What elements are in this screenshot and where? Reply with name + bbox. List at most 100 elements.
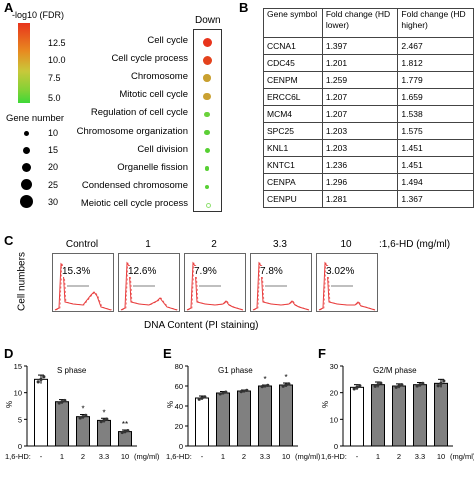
- term-dot: [204, 129, 210, 136]
- panel-b-label: B: [239, 0, 249, 15]
- table-row: KNTC1 1.236 1.451: [263, 156, 474, 174]
- significance-mark: *: [263, 375, 266, 384]
- flow-unit-label: :1,6-HD (mg/ml): [379, 239, 451, 250]
- chart-title: G1 phase: [218, 366, 253, 375]
- term-label: Meiotic cell cycle process: [80, 197, 188, 209]
- x-tick-label: 1: [221, 452, 225, 461]
- bar: [279, 384, 293, 447]
- x-axis-label: 1,6-HD:: [5, 452, 31, 461]
- flow-histogram-overlay: [253, 262, 311, 311]
- y-tick-label: 10: [330, 415, 338, 424]
- x-tick-label: 10: [121, 452, 129, 461]
- data-point: [373, 384, 377, 388]
- significance-mark: *: [284, 373, 287, 382]
- data-point: [379, 381, 383, 385]
- data-point: [266, 383, 270, 387]
- size-tick-4: 30: [48, 197, 59, 207]
- data-point: [415, 384, 419, 388]
- data-point: [203, 395, 207, 399]
- data-point: [418, 383, 422, 387]
- bar: [216, 392, 230, 447]
- y-tick-label: 0: [18, 442, 22, 451]
- dot-column-box: [193, 29, 222, 212]
- data-point: [126, 429, 130, 433]
- fdr-legend-title: -log10 (FDR): [12, 10, 65, 20]
- data-point: [442, 379, 446, 383]
- y-tick-label: 5: [18, 415, 22, 424]
- bar: [97, 419, 111, 447]
- size-dot-25: [21, 179, 32, 190]
- significance-mark: *: [102, 408, 105, 417]
- colorbar-tick-2: 7.5: [48, 73, 61, 83]
- size-tick-1: 15: [48, 145, 59, 155]
- flow-histogram-panel: [316, 253, 378, 312]
- flow-histogram-overlay: [187, 262, 245, 311]
- term-dot: [204, 166, 210, 171]
- bar: [195, 397, 209, 447]
- term-dot: [202, 37, 212, 47]
- significance-mark: **: [122, 420, 128, 429]
- x-tick-label: 3.3: [99, 452, 109, 461]
- data-point: [397, 384, 401, 388]
- y-tick-label: 30: [330, 362, 338, 371]
- size-dot-30: [20, 195, 33, 208]
- size-dot-15: [23, 147, 30, 154]
- x-tick-label: -: [356, 452, 359, 461]
- term-label: Chromosome organization: [76, 125, 188, 137]
- term-dot: [205, 203, 211, 209]
- x-tick-label: 3.3: [415, 452, 425, 461]
- chart-title: S phase: [57, 366, 87, 375]
- fold-higher-cell: 1.779: [397, 71, 474, 89]
- data-point: [284, 383, 288, 387]
- x-axis-label: 1,6-HD:: [166, 452, 192, 461]
- fold-higher-cell: 1.367: [397, 190, 474, 208]
- x-unit-label: (mg/ml): [295, 452, 321, 461]
- y-tick-label: 20: [330, 389, 338, 398]
- bar: [434, 382, 448, 447]
- data-point: [57, 401, 61, 405]
- term-label: Mitotic cell cycle: [119, 89, 188, 101]
- data-point: [123, 430, 127, 434]
- term-dot: [202, 55, 212, 65]
- size-tick-0: 10: [48, 128, 59, 138]
- gene-symbol-cell: CDC45: [263, 54, 323, 72]
- x-tick-label: 10: [437, 452, 445, 461]
- data-point: [281, 384, 285, 388]
- flow-condition-label: Control: [65, 239, 99, 250]
- bar: [371, 384, 385, 447]
- term-dot: [203, 74, 211, 82]
- x-tick-label: 1: [60, 452, 64, 461]
- panel-e-label: E: [163, 346, 172, 361]
- bar: [258, 385, 272, 447]
- size-dot-10: [24, 131, 29, 136]
- flow-histogram-panel: [250, 253, 312, 312]
- flow-percentage: 7.8%: [260, 266, 283, 277]
- y-axis-label: %: [166, 401, 175, 408]
- data-point: [260, 385, 264, 389]
- x-tick-label: 2: [242, 452, 246, 461]
- data-point: [352, 387, 356, 391]
- fold-change-table: Gene symbol Fold change (HD lower) Fold …: [263, 8, 474, 208]
- data-point: [421, 381, 425, 385]
- data-point: [218, 392, 222, 396]
- data-point: [120, 430, 124, 435]
- data-point: [439, 381, 443, 385]
- flow-histogram-panel: [184, 253, 246, 312]
- table-row: KNL1 1.203 1.451: [263, 139, 474, 157]
- significance-mark: *: [81, 405, 84, 414]
- data-point: [376, 383, 380, 387]
- data-point: [394, 385, 398, 389]
- gene-symbol-cell: CCNA1: [263, 37, 323, 55]
- data-point: [200, 396, 204, 400]
- data-point: [39, 377, 43, 381]
- gene-symbol-cell: CENPU: [263, 190, 323, 208]
- term-label: Cell cycle: [147, 35, 188, 46]
- header-gene-symbol: Gene symbol: [263, 8, 323, 38]
- panel-f-label: F: [318, 346, 326, 361]
- flow-condition-label: 10: [340, 239, 352, 250]
- panel-a-label: A: [4, 0, 14, 15]
- bar: [237, 390, 251, 447]
- data-point: [245, 388, 249, 392]
- term-label: Cell division: [137, 143, 188, 155]
